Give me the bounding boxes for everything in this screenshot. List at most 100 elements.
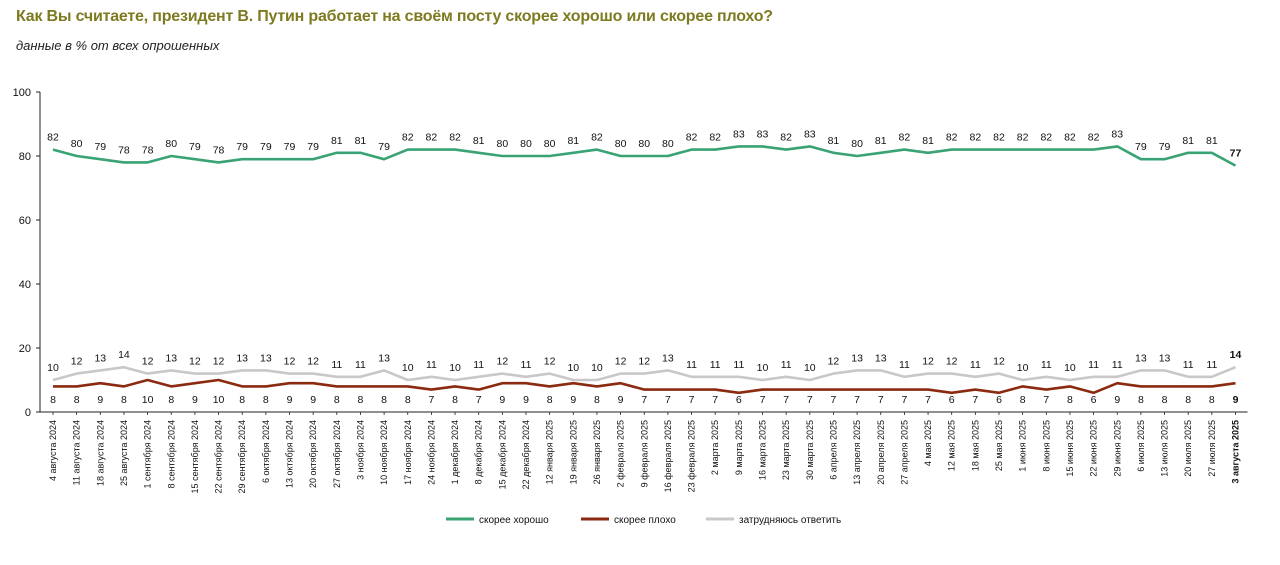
data-label-bad: 6 (996, 394, 1002, 406)
data-label-unsure: 11 (1206, 359, 1217, 371)
data-label-unsure: 13 (378, 352, 390, 364)
data-label-good: 79 (1135, 141, 1147, 153)
data-label-unsure: 11 (710, 359, 721, 371)
data-label-unsure: 12 (213, 356, 225, 368)
x-tick-label: 8 декабря 2024 (474, 420, 484, 484)
data-label-bad: 9 (499, 394, 505, 406)
x-tick-label: 6 июля 2025 (1136, 420, 1146, 472)
x-tick-label: 29 июня 2025 (1112, 420, 1122, 477)
data-label-bad: 8 (1185, 394, 1191, 406)
data-label-good: 82 (686, 132, 698, 144)
data-label-bad: 8 (334, 394, 340, 406)
x-tick-label: 8 сентября 2024 (166, 420, 176, 488)
data-label-bad: 7 (901, 394, 907, 406)
data-label-bad: 7 (925, 394, 931, 406)
data-label-unsure: 10 (804, 362, 816, 374)
data-label-good: 80 (497, 138, 509, 150)
y-tick-label: 0 (25, 407, 31, 419)
y-tick-label: 60 (19, 215, 31, 227)
data-label-bad: 9 (1114, 394, 1120, 406)
data-label-good: 82 (780, 132, 792, 144)
data-label-bad: 6 (1091, 394, 1097, 406)
data-label-good: 82 (449, 132, 461, 144)
data-label-bad: 8 (50, 394, 56, 406)
data-label-bad: 9 (1233, 394, 1239, 406)
data-label-good: 82 (1017, 132, 1029, 144)
series-line-2 (52, 365, 1236, 382)
y-tick-label: 100 (13, 87, 31, 99)
data-label-good: 81 (828, 135, 840, 147)
data-label-unsure: 13 (94, 352, 106, 364)
x-tick-label: 22 сентября 2024 (214, 420, 224, 493)
data-label-good: 81 (331, 135, 343, 147)
data-label-bad: 8 (239, 394, 245, 406)
data-label-bad: 7 (641, 394, 647, 406)
data-label-good: 82 (899, 132, 911, 144)
data-label-bad: 9 (192, 394, 198, 406)
data-label-good: 79 (189, 141, 201, 153)
legend-label: скорее плохо (614, 515, 676, 526)
data-label-good: 79 (284, 141, 296, 153)
data-label-bad: 7 (807, 394, 813, 406)
data-label-good: 81 (355, 135, 367, 147)
data-label-bad: 8 (1020, 394, 1026, 406)
x-tick-label: 9 марта 2025 (734, 420, 744, 475)
data-label-unsure: 12 (828, 356, 840, 368)
data-label-good: 81 (922, 135, 934, 147)
data-label-bad: 8 (1138, 394, 1144, 406)
data-label-good: 82 (1040, 132, 1052, 144)
chart-subtitle: данные в % от всех опрошенных (16, 38, 220, 53)
data-label-bad: 7 (854, 394, 860, 406)
x-tick-label: 25 августа 2024 (119, 420, 129, 486)
data-label-good: 80 (662, 138, 674, 150)
data-label-unsure: 11 (781, 359, 792, 371)
data-label-bad: 7 (665, 394, 671, 406)
data-label-unsure: 10 (1017, 362, 1029, 374)
data-label-unsure: 12 (284, 356, 296, 368)
data-label-bad: 9 (97, 394, 103, 406)
data-label-bad: 8 (74, 394, 80, 406)
x-tick-label: 17 ноября 2024 (403, 420, 413, 485)
data-label-good: 82 (993, 132, 1005, 144)
x-tick-label: 23 февраля 2025 (687, 420, 697, 492)
x-tick-label: 22 декабря 2024 (521, 420, 531, 489)
data-label-unsure: 14 (118, 349, 130, 361)
chart-title: Как Вы считаете, президент В. Путин рабо… (16, 8, 773, 25)
data-label-bad: 9 (287, 394, 293, 406)
data-label-unsure: 14 (1230, 349, 1242, 361)
data-label-bad: 8 (263, 394, 269, 406)
data-label-unsure: 12 (497, 356, 509, 368)
legend-label: затрудняюсь ответить (739, 515, 841, 526)
data-label-bad: 7 (783, 394, 789, 406)
data-label-unsure: 10 (449, 362, 461, 374)
data-label-bad: 6 (736, 394, 742, 406)
data-label-bad: 7 (831, 394, 837, 406)
x-tick-label: 3 ноября 2024 (355, 420, 365, 480)
data-label-good: 83 (804, 128, 816, 140)
x-tick-label: 13 октября 2024 (285, 420, 295, 488)
data-label-unsure: 13 (851, 352, 863, 364)
x-tick-label: 13 апреля 2025 (852, 420, 862, 485)
data-label-bad: 7 (878, 394, 884, 406)
x-tick-label: 9 февраля 2025 (639, 420, 649, 487)
x-tick-label: 19 января 2025 (568, 420, 578, 484)
data-label-good: 79 (236, 141, 248, 153)
data-label-good: 80 (544, 138, 556, 150)
data-label-good: 80 (851, 138, 863, 150)
series-line-0 (52, 145, 1237, 167)
x-tick-label: 30 марта 2025 (805, 420, 815, 480)
x-tick-label: 15 июня 2025 (1065, 420, 1075, 477)
x-tick-label: 27 июля 2025 (1207, 420, 1217, 477)
data-label-unsure: 10 (1064, 362, 1076, 374)
x-tick-label: 1 декабря 2024 (450, 420, 460, 484)
data-label-bad: 9 (570, 394, 576, 406)
data-label-good: 81 (875, 135, 887, 147)
data-label-good: 78 (118, 144, 130, 156)
x-tick-label: 25 мая 2025 (994, 420, 1004, 471)
data-label-unsure: 12 (142, 356, 154, 368)
data-label-bad: 8 (452, 394, 458, 406)
data-label-unsure: 11 (1088, 359, 1099, 371)
x-tick-label: 12 января 2025 (545, 420, 555, 484)
data-label-good: 82 (591, 132, 603, 144)
